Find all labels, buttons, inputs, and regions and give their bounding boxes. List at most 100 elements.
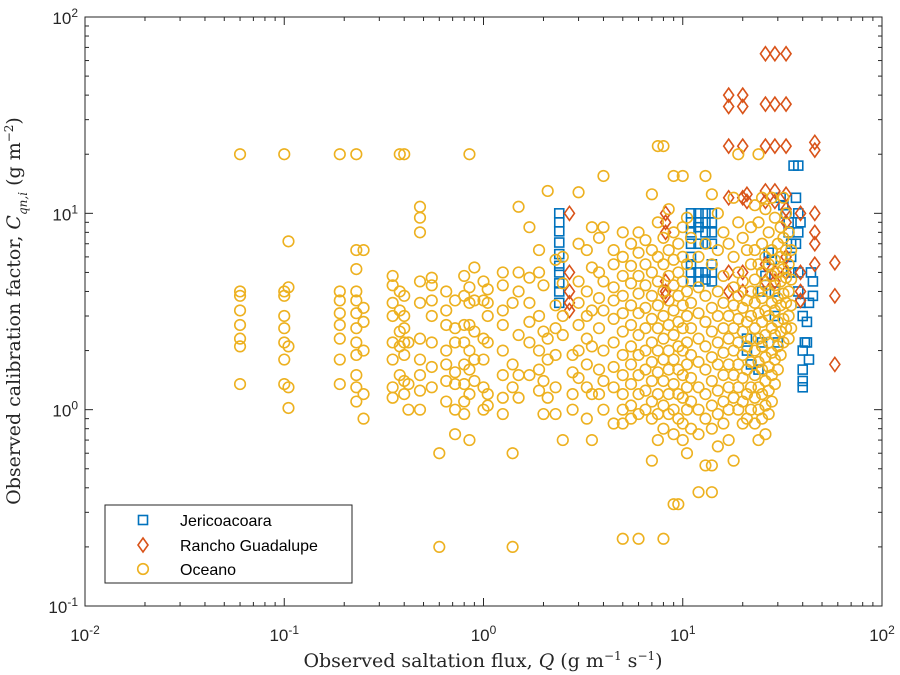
data-point bbox=[632, 532, 645, 545]
data-point bbox=[463, 281, 476, 294]
y-tick-label: 101 bbox=[52, 202, 78, 224]
data-point bbox=[759, 428, 772, 441]
data-point bbox=[592, 292, 606, 305]
data-point bbox=[496, 368, 509, 382]
data-point bbox=[413, 368, 427, 382]
data-point bbox=[425, 279, 438, 292]
data-point bbox=[616, 348, 629, 362]
data-point bbox=[717, 417, 730, 430]
data-point bbox=[657, 309, 670, 323]
data-point bbox=[755, 292, 769, 305]
data-point bbox=[711, 207, 724, 220]
data-point bbox=[680, 211, 694, 224]
data-point bbox=[711, 243, 724, 257]
data-point bbox=[477, 381, 490, 394]
data-point bbox=[597, 169, 610, 183]
data-point bbox=[440, 285, 453, 298]
data-point bbox=[780, 95, 793, 113]
data-point bbox=[463, 344, 476, 357]
data-point bbox=[801, 316, 813, 328]
data-point bbox=[233, 318, 247, 332]
data-point bbox=[790, 192, 802, 204]
data-point bbox=[752, 216, 765, 229]
series-oceano bbox=[233, 140, 798, 553]
data-point bbox=[717, 269, 730, 283]
data-point bbox=[357, 315, 370, 328]
data-point bbox=[496, 279, 509, 292]
data-point bbox=[357, 344, 370, 357]
data-point bbox=[333, 332, 346, 345]
data-point bbox=[398, 388, 411, 401]
data-point bbox=[393, 148, 406, 161]
data-point bbox=[672, 237, 685, 250]
data-point bbox=[699, 363, 712, 376]
data-point bbox=[780, 137, 793, 155]
data-point bbox=[699, 459, 712, 472]
data-point bbox=[779, 271, 793, 284]
data-point bbox=[808, 204, 821, 222]
data-point bbox=[744, 285, 758, 298]
data-point bbox=[662, 243, 675, 257]
data-point bbox=[803, 354, 815, 365]
data-point bbox=[357, 301, 370, 314]
data-point bbox=[763, 247, 774, 259]
data-point bbox=[413, 226, 427, 239]
data-point bbox=[425, 336, 438, 349]
data-point bbox=[768, 45, 781, 63]
data-point bbox=[645, 312, 658, 325]
data-point bbox=[693, 238, 704, 250]
data-point bbox=[759, 203, 772, 216]
data-point bbox=[616, 226, 629, 239]
data-point bbox=[233, 332, 247, 345]
data-point bbox=[740, 388, 754, 401]
data-point bbox=[386, 279, 399, 292]
x-tick-label: 100 bbox=[471, 623, 497, 645]
data-point bbox=[607, 243, 620, 257]
data-point bbox=[549, 322, 562, 335]
data-point bbox=[357, 412, 370, 425]
data-point bbox=[711, 285, 724, 298]
data-point bbox=[549, 253, 562, 266]
data-point bbox=[282, 281, 295, 294]
data-point bbox=[706, 259, 718, 270]
data-point bbox=[711, 336, 724, 349]
data-point bbox=[458, 269, 471, 283]
data-point bbox=[651, 140, 664, 153]
data-point bbox=[413, 296, 427, 309]
data-point bbox=[481, 283, 494, 296]
data-point bbox=[597, 275, 610, 288]
data-point bbox=[398, 148, 411, 161]
data-point bbox=[759, 273, 772, 290]
data-point bbox=[398, 289, 411, 302]
data-point bbox=[278, 336, 291, 349]
data-point bbox=[684, 371, 698, 385]
data-point bbox=[765, 191, 778, 204]
data-point bbox=[433, 540, 446, 553]
data-point bbox=[722, 283, 735, 300]
data-point bbox=[768, 95, 781, 113]
data-point bbox=[585, 340, 599, 353]
data-point bbox=[563, 283, 576, 300]
data-point bbox=[657, 258, 670, 271]
data-point bbox=[607, 281, 620, 294]
data-point bbox=[732, 148, 745, 161]
data-point bbox=[808, 255, 821, 273]
data-point bbox=[699, 412, 712, 425]
data-point bbox=[357, 388, 370, 401]
data-point bbox=[699, 169, 712, 183]
data-point bbox=[797, 381, 809, 393]
data-point bbox=[506, 447, 519, 460]
data-point bbox=[748, 199, 761, 212]
y-tick-label: 102 bbox=[52, 6, 78, 28]
data-point bbox=[597, 344, 610, 357]
data-point bbox=[782, 285, 795, 298]
data-point bbox=[333, 148, 346, 161]
data-point bbox=[692, 281, 705, 294]
data-point bbox=[425, 381, 438, 394]
data-point bbox=[794, 283, 807, 300]
data-point bbox=[794, 264, 807, 281]
data-point bbox=[333, 353, 346, 366]
data-point bbox=[736, 275, 749, 288]
data-point bbox=[777, 191, 790, 204]
data-point bbox=[350, 368, 363, 382]
